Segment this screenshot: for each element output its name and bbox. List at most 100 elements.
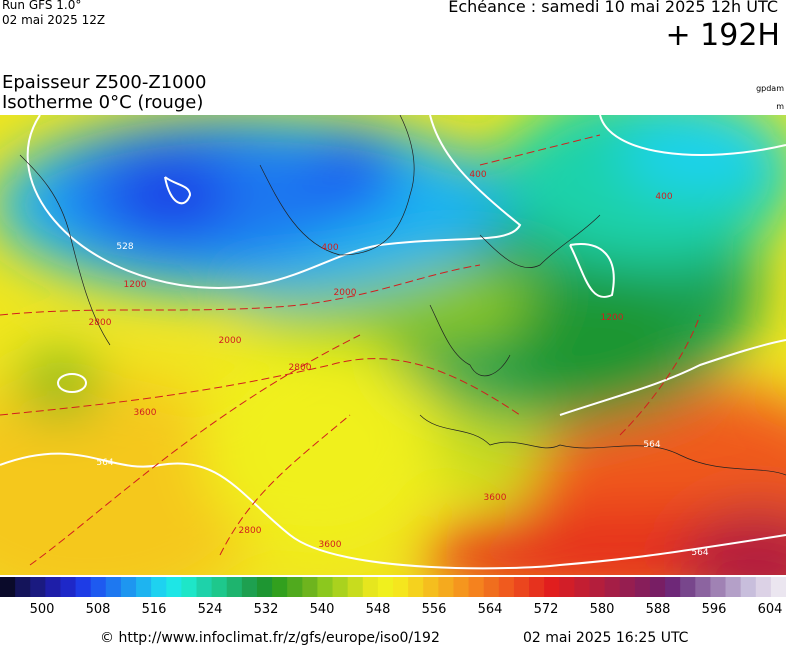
- colorbar-swatch: [151, 577, 167, 597]
- colorbar-swatch: [710, 577, 727, 597]
- contour-label: 564: [643, 440, 660, 450]
- colorbar-swatch: [377, 577, 394, 597]
- colorbar-swatch: [136, 577, 152, 597]
- colorbar-swatch: [665, 577, 681, 597]
- colorbar-swatch: [105, 577, 122, 597]
- contour-label: 2800: [239, 526, 262, 536]
- colorbar-tick-label: 556: [422, 602, 447, 617]
- colorbar-swatch: [498, 577, 515, 597]
- run: Run GFS 1.0°: [2, 0, 82, 12]
- colorbar-swatch: [695, 577, 711, 597]
- colorbar-swatch: [0, 577, 16, 597]
- colorbar-tick-label: 564: [478, 602, 503, 617]
- contour-label: 400: [655, 192, 672, 202]
- unit1: gpdam: [756, 84, 784, 93]
- colorbar-swatch: [75, 577, 92, 597]
- colorbar-swatch: [272, 577, 288, 597]
- colorbar-swatch: [619, 577, 636, 597]
- colorbar-swatch: [770, 577, 786, 597]
- colorbar-swatch: [408, 577, 424, 597]
- colorbar-tick-label: 532: [254, 602, 279, 617]
- colorbar-tick-label: 516: [142, 602, 167, 617]
- contour-label: 3600: [134, 408, 157, 418]
- colorbar-swatch: [302, 577, 318, 597]
- contour-label: 2800: [89, 318, 112, 328]
- colorbar-swatch: [120, 577, 137, 597]
- run-date: 02 mai 2025 12Z: [2, 13, 106, 27]
- contour-label: 400: [469, 170, 486, 180]
- colorbar-swatch: [241, 577, 258, 597]
- colorbar-tick-label: 548: [366, 602, 391, 617]
- contour-label: 2000: [219, 336, 242, 346]
- contour-label: 564: [96, 458, 113, 468]
- colorbar-tick-label: 508: [86, 602, 111, 617]
- offset: + 192H: [665, 18, 781, 53]
- colorbar-tick-label: 540: [310, 602, 335, 617]
- contour-label: 1200: [601, 313, 624, 323]
- colorbar-swatch: [438, 577, 454, 597]
- title-line2: Isotherme 0°C (rouge): [2, 92, 204, 113]
- colorbar-swatch: [332, 577, 349, 597]
- colorbar-swatch: [453, 577, 470, 597]
- colorbar-swatch: [423, 577, 439, 597]
- colorbar-swatch: [347, 577, 364, 597]
- colorbar-swatch: [649, 577, 666, 597]
- contour-label: 3600: [484, 493, 507, 503]
- colorbar-swatch: [317, 577, 334, 597]
- colorbar-swatch: [45, 577, 61, 597]
- colorbar-tick-label: 572: [534, 602, 559, 617]
- colorbar-swatch: [287, 577, 303, 597]
- colorbar-swatch: [211, 577, 228, 597]
- colorbar-swatch: [725, 577, 742, 597]
- colorbar-swatch: [362, 577, 379, 597]
- colorbar-swatch: [60, 577, 77, 597]
- contour-label: 2800: [289, 363, 312, 373]
- colorbar-swatch: [634, 577, 651, 597]
- colorbar-swatch: [468, 577, 485, 597]
- colorbar-tick-label: 604: [758, 602, 783, 617]
- contour-label: 3600: [319, 540, 342, 550]
- colorbar-swatch: [483, 577, 500, 597]
- colorbar-tick-label: 500: [30, 602, 55, 617]
- colorbar: 500 508 516 524 532 540 548 556 564 572 580 588 596 6…: [0, 577, 786, 617]
- colorbar-tick-label: 596: [702, 602, 727, 617]
- colorbar-swatch: [393, 577, 409, 597]
- footer-date: 02 mai 2025 16:25 UTC: [523, 630, 689, 646]
- colorbar-tick-label: 580: [590, 602, 615, 617]
- echeance: Echéance : samedi 10 mai 2025 12h UTC: [448, 0, 778, 16]
- unit2: m: [776, 102, 784, 111]
- colorbar-swatch: [574, 577, 590, 597]
- contour-label: 2000: [334, 288, 357, 298]
- contour-label: 400: [321, 243, 338, 253]
- colorbar-tick-label: 524: [198, 602, 223, 617]
- isotherm-contours: [0, 134, 701, 566]
- contour-labels: 528 564 564 564 1200 1200 2000 2000 2800 2800 2800…: [89, 170, 709, 558]
- contour-label: 528: [116, 242, 133, 252]
- colorbar-swatch: [559, 577, 575, 597]
- colorbar-swatch: [226, 577, 243, 597]
- colorbar-swatch: [256, 577, 273, 597]
- colorbar-swatch: [181, 577, 197, 597]
- thickness-field: 528 564 564 564 1200 1200 2000 2000 2800 2800 2800…: [0, 115, 786, 575]
- contour-label: 564: [691, 548, 708, 558]
- colorbar-swatch: [604, 577, 621, 597]
- thickness-contours: [0, 115, 786, 570]
- colorbar-swatch: [30, 577, 46, 597]
- coastlines: [19, 115, 786, 476]
- footer-url: © http://www.infoclimat.fr/z/gfs/europe/…: [100, 630, 440, 646]
- colorbar-swatch: [166, 577, 182, 597]
- map: 528 564 564 564 1200 1200 2000 2000 2800 2800 2800…: [0, 115, 786, 575]
- colorbar-swatch: [680, 577, 696, 597]
- contour-label: 1200: [124, 280, 147, 290]
- colorbar-swatch: [755, 577, 772, 597]
- colorbar-swatch: [589, 577, 606, 597]
- colorbar-swatch: [90, 577, 107, 597]
- colorbar-swatch: [15, 577, 31, 597]
- title-line1: Epaisseur Z500-Z1000: [2, 72, 207, 93]
- colorbar-swatch: [544, 577, 560, 597]
- colorbar-tick-label: 588: [646, 602, 671, 617]
- colorbar-swatch: [513, 577, 530, 597]
- colorbar-swatch: [196, 577, 213, 597]
- colorbar-swatch: [529, 577, 545, 597]
